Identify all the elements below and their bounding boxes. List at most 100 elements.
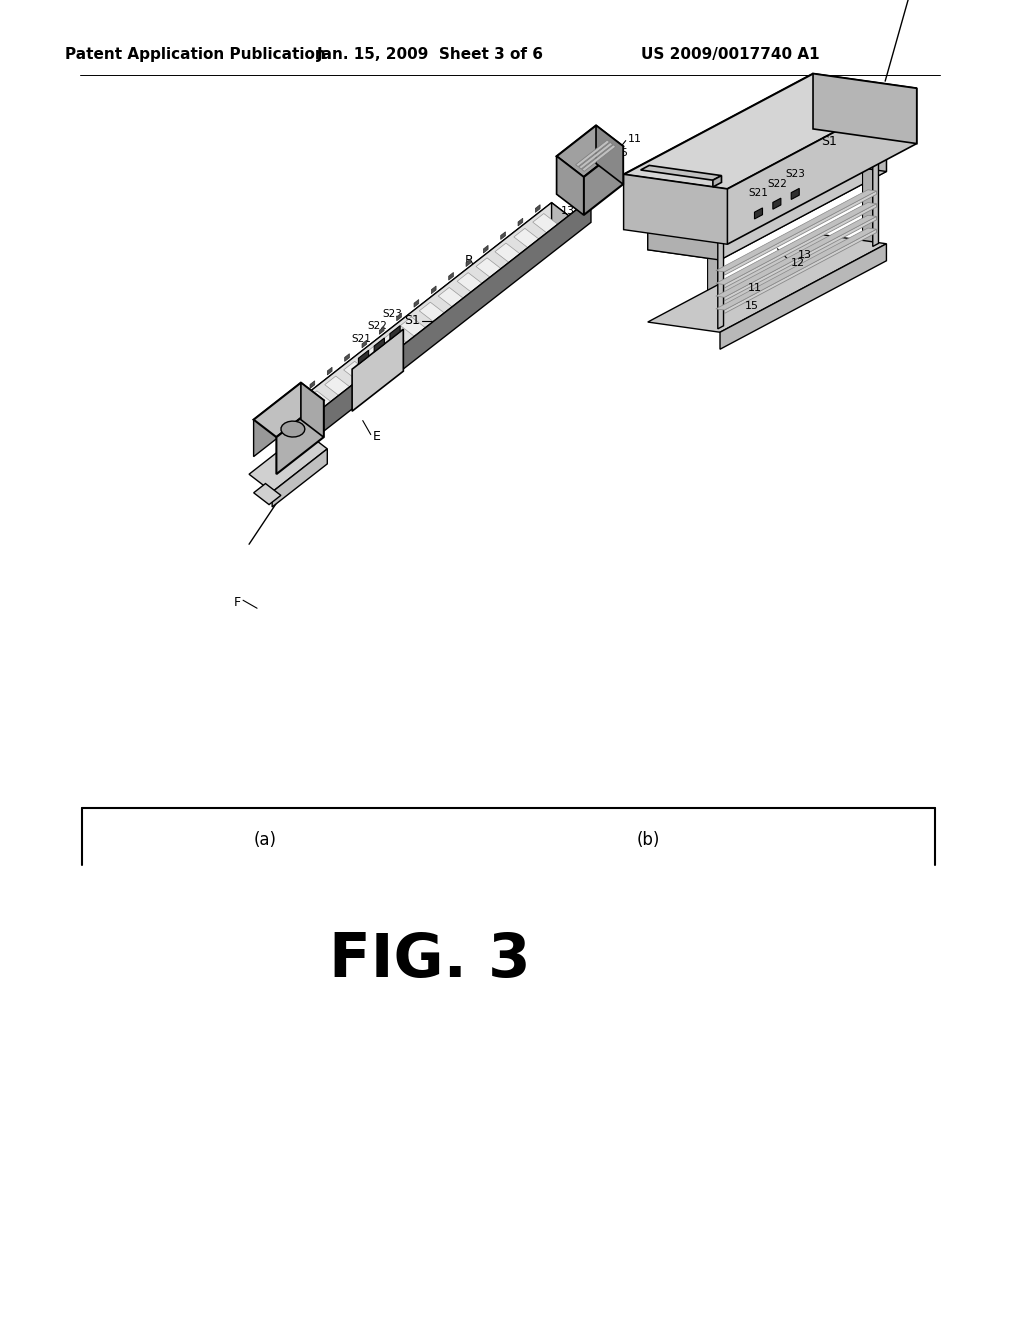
Polygon shape [325, 376, 350, 396]
Polygon shape [292, 405, 310, 440]
Polygon shape [713, 176, 722, 187]
Polygon shape [557, 125, 596, 194]
Text: (b): (b) [636, 832, 659, 849]
Polygon shape [362, 341, 367, 348]
Text: F: F [233, 595, 241, 609]
Polygon shape [434, 314, 445, 329]
Polygon shape [415, 329, 426, 345]
Polygon shape [358, 350, 369, 364]
Text: S1: S1 [403, 314, 420, 327]
Polygon shape [755, 209, 763, 219]
Text: S23: S23 [383, 309, 402, 319]
Text: 12: 12 [792, 257, 806, 268]
Text: R: R [465, 253, 473, 267]
Polygon shape [518, 218, 523, 226]
Text: Jan. 15, 2009  Sheet 3 of 6: Jan. 15, 2009 Sheet 3 of 6 [316, 48, 544, 62]
Text: US 2009/0017740 A1: US 2009/0017740 A1 [641, 48, 819, 62]
Polygon shape [548, 224, 558, 240]
Polygon shape [449, 272, 454, 280]
Polygon shape [724, 203, 877, 288]
Polygon shape [495, 243, 521, 263]
Polygon shape [641, 165, 722, 180]
Polygon shape [648, 234, 887, 333]
Polygon shape [579, 143, 612, 169]
Polygon shape [254, 383, 324, 437]
Text: (a): (a) [254, 832, 276, 849]
Polygon shape [528, 240, 540, 255]
Polygon shape [466, 259, 471, 267]
Polygon shape [254, 483, 281, 504]
Polygon shape [792, 189, 800, 199]
Polygon shape [438, 288, 464, 308]
Text: 15: 15 [745, 301, 759, 310]
Polygon shape [310, 380, 314, 388]
Polygon shape [396, 343, 408, 359]
Polygon shape [514, 228, 540, 248]
Polygon shape [311, 198, 591, 420]
Polygon shape [345, 354, 349, 362]
Text: 12: 12 [566, 185, 581, 195]
Polygon shape [472, 284, 483, 300]
Polygon shape [310, 216, 570, 440]
Polygon shape [552, 203, 570, 236]
Text: E: E [373, 430, 381, 444]
Polygon shape [575, 140, 609, 166]
Polygon shape [483, 246, 488, 253]
Text: 11: 11 [749, 282, 762, 293]
Polygon shape [813, 74, 916, 144]
Polygon shape [536, 205, 540, 213]
Polygon shape [624, 174, 727, 244]
Polygon shape [390, 326, 400, 339]
Polygon shape [773, 198, 781, 209]
Polygon shape [648, 161, 887, 260]
Polygon shape [311, 198, 591, 441]
Polygon shape [379, 326, 384, 334]
Polygon shape [340, 388, 350, 403]
Polygon shape [377, 358, 388, 374]
Polygon shape [510, 255, 521, 271]
Polygon shape [532, 214, 558, 234]
Text: S21: S21 [749, 189, 768, 198]
Polygon shape [382, 331, 408, 351]
Polygon shape [419, 302, 445, 322]
Polygon shape [249, 432, 328, 492]
Polygon shape [362, 347, 388, 367]
Text: S22: S22 [767, 178, 786, 189]
Polygon shape [724, 216, 877, 301]
Polygon shape [352, 329, 403, 412]
Polygon shape [292, 203, 570, 420]
Polygon shape [400, 317, 426, 337]
Text: Patent Application Publication: Patent Application Publication [65, 48, 326, 62]
Text: 11: 11 [628, 133, 642, 144]
Polygon shape [414, 300, 419, 308]
Polygon shape [321, 403, 332, 418]
Polygon shape [708, 236, 718, 329]
Polygon shape [814, 143, 887, 172]
Polygon shape [716, 190, 877, 272]
Polygon shape [596, 125, 624, 185]
Polygon shape [720, 244, 887, 350]
Polygon shape [584, 147, 624, 215]
Polygon shape [254, 383, 301, 457]
Polygon shape [292, 223, 570, 440]
Polygon shape [872, 152, 879, 247]
Polygon shape [344, 362, 370, 381]
Polygon shape [648, 143, 814, 249]
Polygon shape [431, 286, 436, 293]
Polygon shape [396, 313, 401, 321]
Polygon shape [476, 257, 502, 277]
Polygon shape [716, 202, 877, 285]
Polygon shape [582, 145, 615, 172]
Polygon shape [727, 88, 916, 244]
Polygon shape [557, 125, 624, 177]
Polygon shape [648, 143, 887, 242]
Polygon shape [272, 449, 328, 507]
Polygon shape [501, 232, 506, 239]
Polygon shape [718, 235, 724, 329]
Text: 13: 13 [799, 249, 812, 260]
Polygon shape [557, 156, 584, 215]
Polygon shape [358, 372, 370, 388]
Text: S1: S1 [821, 135, 838, 148]
Polygon shape [724, 191, 877, 276]
Polygon shape [716, 228, 877, 310]
